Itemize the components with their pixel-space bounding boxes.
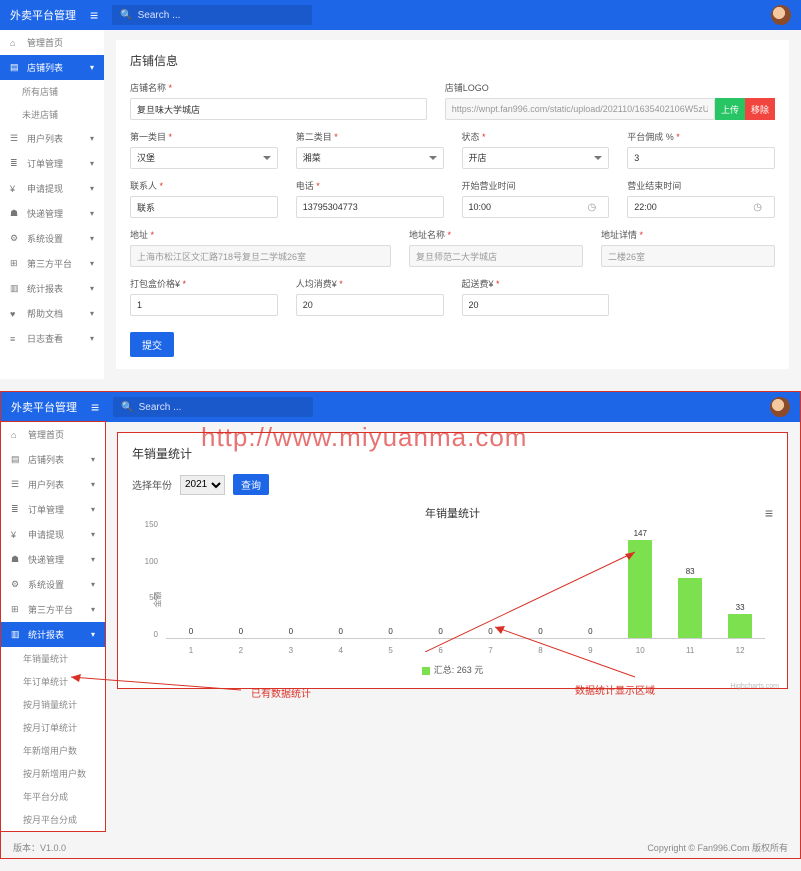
- annotation-display-area: 数据统计显示区域: [575, 682, 655, 697]
- nav-sub-allshops[interactable]: 所有店铺: [0, 80, 104, 103]
- sidebar: ⌂管理首页 ▤店铺列表▾ 所有店铺 未进店铺 ☰用户列表▾ ≣订单管理▾ ¥申请…: [0, 30, 104, 379]
- hamburger-icon[interactable]: ≡: [90, 7, 98, 23]
- chart-legend: 汇总: 263 元: [132, 663, 773, 676]
- nav-sub-yearusers[interactable]: 年新增用户数: [1, 739, 105, 762]
- search-box[interactable]: 🔍: [112, 5, 312, 25]
- input-logo-url: [445, 98, 715, 120]
- nav-shops[interactable]: ▤店铺列表▾: [1, 447, 105, 472]
- label-avg: 人均消费¥ *: [296, 277, 444, 290]
- label-logo: 店铺LOGO: [445, 81, 775, 94]
- select-cat2[interactable]: 湘菜: [296, 147, 444, 169]
- submit-button[interactable]: 提交: [130, 332, 174, 357]
- brand-title: 外卖平台管理: [10, 7, 76, 23]
- nav-sub-monthorders[interactable]: 按月订单统计: [1, 716, 105, 739]
- input-phone[interactable]: [296, 196, 444, 218]
- label-addr: 地址 *: [130, 228, 391, 241]
- nav-users[interactable]: ☰用户列表▾: [0, 126, 104, 151]
- label-addr2: 地址名称 *: [409, 228, 583, 241]
- nav-home[interactable]: ⌂管理首页: [1, 422, 105, 447]
- input-avg[interactable]: [296, 294, 444, 316]
- nav-orders[interactable]: ≣订单管理▾: [1, 497, 105, 522]
- label-addr3: 地址详情 *: [601, 228, 775, 241]
- nav-sub-monthsales[interactable]: 按月销量统计: [1, 693, 105, 716]
- year-label: 选择年份: [132, 477, 172, 492]
- clock-icon: ◷: [588, 202, 603, 213]
- panel-title: 店铺信息: [130, 52, 775, 69]
- panel-title: 年销量统计: [132, 445, 773, 462]
- search-icon: 🔍: [120, 10, 132, 21]
- shop-info-panel: 店铺信息 店铺名称 * 店铺LOGO 上传 移除: [116, 40, 789, 369]
- nav-sub-yearcomm[interactable]: 年平台分成: [1, 785, 105, 808]
- select-cat1[interactable]: 汉堡: [130, 147, 278, 169]
- nav-stats[interactable]: ▥统计报表▾: [1, 622, 105, 647]
- search-icon: 🔍: [121, 402, 133, 413]
- nav-settings[interactable]: ⚙系统设置▾: [0, 226, 104, 251]
- hamburger-icon[interactable]: ≡: [91, 399, 99, 415]
- sidebar: ⌂管理首页 ▤店铺列表▾ ☰用户列表▾ ≣订单管理▾ ¥申请提现▾ ☗快递管理▾…: [1, 422, 105, 831]
- nav-log[interactable]: ≡日志查看▾: [0, 326, 104, 351]
- label-cat2: 第二类目 *: [296, 130, 444, 143]
- search-input[interactable]: [139, 402, 299, 413]
- bar-chart: 050100150金额00000000014783331234567891011…: [132, 529, 773, 659]
- label-phone: 电话 *: [296, 179, 444, 192]
- nav-orders[interactable]: ≣订单管理▾: [0, 151, 104, 176]
- nav-sub-noshops[interactable]: 未进店铺: [0, 103, 104, 126]
- nav-3rd[interactable]: ⊞第三方平台▾: [0, 251, 104, 276]
- label-open: 开始营业时间: [462, 179, 610, 192]
- chart-credits: Highcharts.com: [730, 683, 779, 690]
- nav-withdraw[interactable]: ¥申请提现▾: [0, 176, 104, 201]
- search-box[interactable]: 🔍: [113, 397, 313, 417]
- clock-icon: ◷: [753, 202, 768, 213]
- search-input[interactable]: [138, 10, 298, 21]
- nav-express[interactable]: ☗快递管理▾: [0, 201, 104, 226]
- label-status: 状态 *: [462, 130, 610, 143]
- nav-express[interactable]: ☗快递管理▾: [1, 547, 105, 572]
- nav-stats[interactable]: ▥统计报表▾: [0, 276, 104, 301]
- avatar[interactable]: [771, 5, 791, 25]
- input-close-time[interactable]: 22:00◷: [627, 196, 775, 218]
- chart-title: 年销量统计: [425, 505, 480, 521]
- label-rate: 平台佣成 % *: [627, 130, 775, 143]
- nav-users[interactable]: ☰用户列表▾: [1, 472, 105, 497]
- input-shop-name[interactable]: [130, 98, 427, 120]
- input-pack[interactable]: [130, 294, 278, 316]
- nav-withdraw[interactable]: ¥申请提现▾: [1, 522, 105, 547]
- select-status[interactable]: 开店: [462, 147, 610, 169]
- stats-panel: 年销量统计 选择年份 2021 查询 年销量统计 ≡ 050100150金额00…: [117, 432, 788, 689]
- upload-button[interactable]: 上传: [715, 98, 745, 120]
- brand-title: 外卖平台管理: [11, 399, 77, 415]
- version-text: 版本：V1.0.0: [13, 841, 66, 854]
- label-deliv: 起送费¥ *: [462, 277, 610, 290]
- nav-3rd[interactable]: ⊞第三方平台▾: [1, 597, 105, 622]
- nav-sub-monthusers[interactable]: 按月新增用户数: [1, 762, 105, 785]
- input-addr: [130, 245, 391, 267]
- nav-shop-list[interactable]: ▤店铺列表▾: [0, 55, 104, 80]
- avatar[interactable]: [770, 397, 790, 417]
- remove-button[interactable]: 移除: [745, 98, 775, 120]
- input-rate[interactable]: [627, 147, 775, 169]
- nav-sub-monthcomm[interactable]: 按月平台分成: [1, 808, 105, 831]
- nav-sub-yearorders[interactable]: 年订单统计: [1, 670, 105, 693]
- input-contact[interactable]: [130, 196, 278, 218]
- year-select[interactable]: 2021: [180, 475, 225, 495]
- nav-sub-yearsales[interactable]: 年销量统计: [1, 647, 105, 670]
- label-close: 营业结束时间: [627, 179, 775, 192]
- annotation-existing-stats: 已有数据统计: [251, 685, 311, 700]
- input-deliv[interactable]: [462, 294, 610, 316]
- nav-help[interactable]: ♥帮助文档▾: [0, 301, 104, 326]
- input-open-time[interactable]: 10:00◷: [462, 196, 610, 218]
- input-addr3: [601, 245, 775, 267]
- nav-settings[interactable]: ⚙系统设置▾: [1, 572, 105, 597]
- nav-home[interactable]: ⌂管理首页: [0, 30, 104, 55]
- label-pack: 打包盒价格¥ *: [130, 277, 278, 290]
- label-contact: 联系人 *: [130, 179, 278, 192]
- label-shop-name: 店铺名称 *: [130, 81, 427, 94]
- chart-menu-icon[interactable]: ≡: [765, 505, 773, 521]
- query-button[interactable]: 查询: [233, 474, 269, 495]
- input-addr2: [409, 245, 583, 267]
- label-cat1: 第一类目 *: [130, 130, 278, 143]
- copyright-text: Copyright © Fan996.Com 版权所有: [647, 841, 788, 854]
